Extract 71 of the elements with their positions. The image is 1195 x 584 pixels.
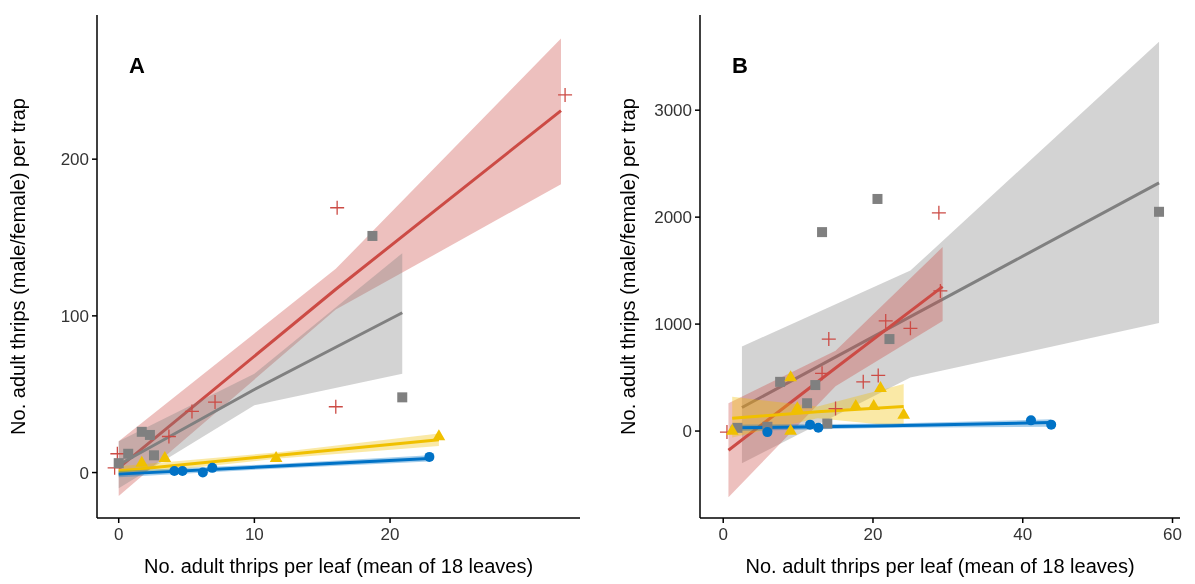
point	[207, 462, 218, 473]
point	[169, 465, 180, 476]
point	[817, 227, 828, 238]
point	[822, 418, 833, 429]
point	[1025, 415, 1036, 426]
point	[328, 399, 344, 415]
point	[762, 427, 773, 438]
y-tick-label: 0	[79, 463, 89, 483]
point	[158, 451, 172, 463]
point	[197, 467, 208, 478]
point	[790, 401, 804, 413]
point	[849, 399, 863, 411]
point	[775, 376, 786, 387]
x-tick-label: 0	[718, 525, 728, 544]
point	[902, 320, 919, 337]
point	[207, 394, 223, 410]
x-tick-label: 20	[380, 525, 400, 544]
point	[931, 205, 947, 221]
point	[813, 422, 824, 433]
point	[784, 423, 797, 435]
point	[177, 465, 188, 476]
point	[557, 87, 573, 103]
point	[269, 451, 283, 463]
point	[1046, 419, 1057, 430]
y-tick-label: 1000	[654, 315, 692, 335]
point	[1154, 206, 1165, 217]
point	[135, 455, 149, 467]
x-tick-label: 0	[113, 525, 124, 544]
point	[814, 365, 830, 381]
point	[810, 380, 821, 391]
y-tick-label: 100	[60, 306, 89, 326]
text: B	[732, 53, 748, 78]
point	[855, 374, 871, 390]
point	[802, 398, 813, 409]
point	[932, 283, 949, 299]
point	[144, 429, 155, 440]
point	[148, 450, 159, 461]
point	[367, 230, 378, 241]
point	[432, 429, 446, 441]
point	[821, 331, 837, 347]
point	[884, 334, 895, 345]
y-tick-label: 2000	[654, 208, 692, 228]
x-tick-label: 40	[1013, 525, 1033, 544]
x-tick-label: 10	[244, 525, 264, 544]
y-axis-title: No. adult thrips (male/female) per trap	[7, 98, 29, 435]
point	[878, 313, 894, 329]
point	[725, 423, 739, 435]
point	[867, 399, 881, 411]
point	[329, 200, 345, 216]
point	[827, 400, 844, 417]
point	[397, 392, 408, 403]
point	[784, 370, 797, 382]
x-axis-title: No. adult thrips per leaf (mean of 18 leaves)	[745, 555, 1135, 577]
y-tick-label: 200	[60, 150, 89, 170]
point	[870, 367, 886, 384]
point	[874, 380, 887, 392]
point	[161, 428, 177, 445]
point	[123, 448, 134, 459]
text: A	[129, 53, 145, 78]
x-tick-label: 20	[863, 525, 883, 544]
x-axis-title: No. adult thrips per leaf (mean of 18 leaves)	[143, 555, 534, 577]
point	[113, 458, 124, 469]
y-axis-title: No. adult thrips (male/female) per trap	[617, 98, 639, 435]
point	[872, 193, 883, 204]
y-tick-label: 0	[682, 422, 692, 442]
x-tick-label: 60	[1163, 525, 1182, 544]
point	[897, 407, 911, 419]
point	[424, 451, 435, 462]
point	[184, 403, 200, 420]
y-tick-label: 3000	[654, 101, 692, 121]
point	[805, 419, 816, 430]
